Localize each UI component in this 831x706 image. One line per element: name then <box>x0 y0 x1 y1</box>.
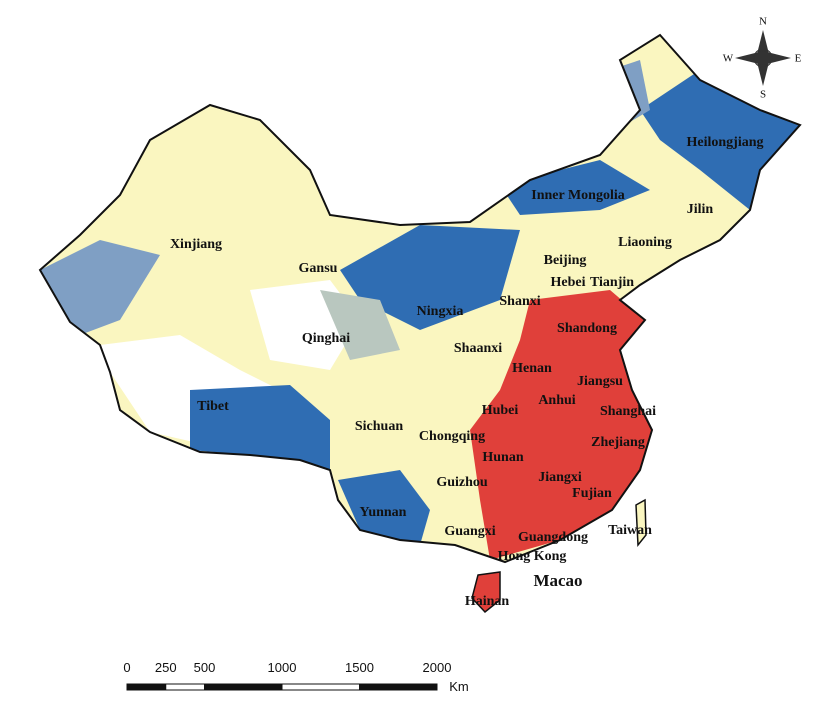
compass-west: W <box>723 53 734 65</box>
province-label: Sichuan <box>355 419 403 434</box>
province-label: Taiwan <box>608 523 652 538</box>
province-label: Guangdong <box>518 530 588 545</box>
scale-unit: Km <box>449 679 469 694</box>
compass-south: S <box>760 89 766 101</box>
province-label: Xinjiang <box>170 237 222 252</box>
province-label: Shandong <box>557 321 617 336</box>
province-label: Shanxi <box>499 294 540 309</box>
scale-segment <box>126 683 167 691</box>
hainan-island <box>471 571 501 614</box>
province-label: Jiangxi <box>538 470 582 485</box>
province-label: Qinghai <box>302 331 350 346</box>
province-label: Shaanxi <box>454 341 502 356</box>
scale-label: 250 <box>155 660 177 675</box>
taiwan-island <box>635 498 647 548</box>
country-border <box>38 33 802 564</box>
scale-label: 1000 <box>268 660 297 675</box>
compass: N E S W <box>723 16 802 101</box>
province-label: Liaoning <box>618 235 672 250</box>
scale-segment <box>165 683 205 691</box>
province-label: Hunan <box>482 450 523 465</box>
province-label: Jiangsu <box>577 374 623 389</box>
province-label: Guizhou <box>436 475 488 490</box>
province-label: Macao <box>533 571 582 590</box>
scale-bar: 0 250 500 1000 1500 2000 Km <box>123 660 468 694</box>
scale-label: 2000 <box>423 660 452 675</box>
province-label: Hainan <box>465 594 510 609</box>
province-label: Zhejiang <box>591 435 645 450</box>
compass-needle <box>735 51 791 65</box>
compass-east: E <box>795 53 802 65</box>
province-label: Gansu <box>299 261 338 276</box>
province-label: Chongqing <box>419 429 485 444</box>
province-label: Jilin <box>687 202 714 217</box>
province-label: Ningxia <box>417 304 464 319</box>
province-label: Beijing <box>544 253 587 268</box>
scale-label: 0 <box>123 660 130 675</box>
province-label: Hebei <box>551 275 586 290</box>
province-label: Hong Kong <box>498 549 567 564</box>
scale-segment <box>281 683 360 691</box>
province-label: Hubei <box>482 403 519 418</box>
scale-segment <box>359 683 438 691</box>
compass-ring <box>753 48 773 68</box>
province-label: Anhui <box>538 393 575 408</box>
province-label: Guangxi <box>444 524 495 539</box>
province-label: Tibet <box>197 399 229 414</box>
province-label: Inner Mongolia <box>531 188 624 203</box>
scale-label: 1500 <box>345 660 374 675</box>
province-label: Henan <box>512 361 552 376</box>
province-label: Tianjin <box>590 275 634 290</box>
province-label: Fujian <box>572 486 612 501</box>
province-label: Yunnan <box>360 505 407 520</box>
province-label: Shanghai <box>600 404 656 419</box>
province-label: Heilongjiang <box>686 135 763 150</box>
scale-label: 500 <box>194 660 216 675</box>
province-labels: Heilongjiang Inner Mongolia Jilin Xinjia… <box>170 135 764 609</box>
compass-north: N <box>759 16 767 28</box>
scale-segment <box>204 683 283 691</box>
